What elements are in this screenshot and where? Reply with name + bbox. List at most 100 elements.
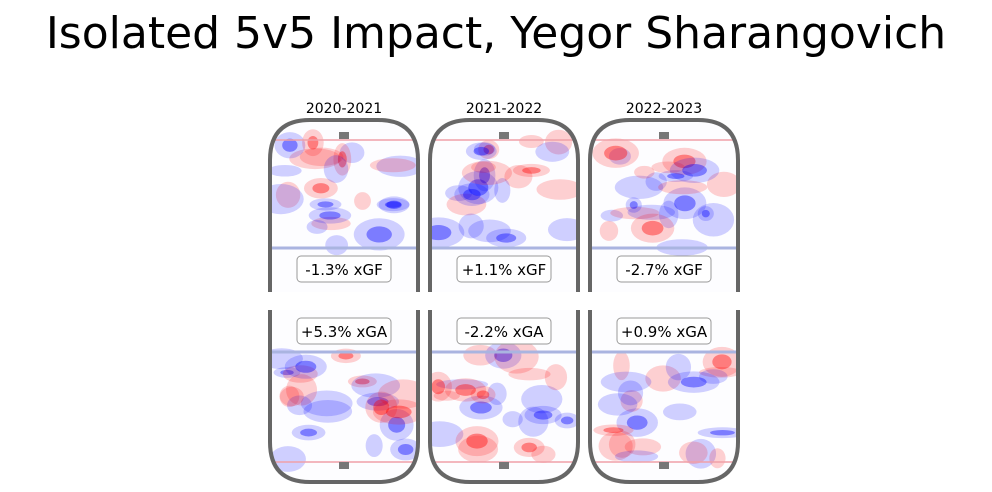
heat-blob (289, 148, 341, 170)
heat-blob (592, 138, 639, 168)
offense-rink: -2.7% xGF (588, 118, 740, 292)
offense-rink: +1.1% xGF (428, 118, 580, 292)
heat-blob (712, 354, 732, 370)
impact-label-box (616, 317, 712, 345)
heat-blob (379, 408, 414, 441)
heat-blob (598, 431, 633, 461)
heat-blob (521, 442, 537, 453)
heat-blob (613, 351, 630, 381)
heat-blob (554, 412, 578, 429)
rink-boards (268, 118, 420, 292)
heat-blob (473, 142, 496, 156)
heat-blob (369, 158, 416, 173)
heat-blob (494, 339, 539, 374)
heat-blob (709, 448, 726, 469)
heat-blob (270, 183, 304, 215)
heat-blob (630, 213, 675, 243)
heat-blob (504, 165, 533, 189)
chart-title: Isolated 5v5 Impact, Yegor Sharangovich (45, 8, 947, 59)
heat-blob (679, 441, 708, 465)
season-label: 2022-2023 (626, 101, 702, 117)
heat-blob (544, 364, 568, 391)
heat-blob (674, 195, 696, 212)
heat-blob (433, 390, 460, 401)
goal-net (499, 132, 509, 139)
heat-blob (468, 179, 489, 196)
heat-blob (533, 410, 553, 420)
heat-blob (673, 154, 696, 169)
heat-blob (459, 395, 503, 420)
heat-blob (347, 375, 377, 388)
goal-net (339, 462, 349, 469)
heat-blob (365, 434, 383, 458)
heat-blob (282, 138, 298, 152)
heat-blob (470, 385, 496, 404)
rink-boards (428, 310, 580, 484)
heat-blob (306, 219, 328, 234)
impact-label-box (296, 255, 392, 283)
heat-blob (625, 197, 642, 213)
heat-blob (658, 170, 694, 183)
heat-blob (463, 188, 481, 201)
heat-blob (641, 220, 664, 236)
heat-blob (512, 163, 550, 177)
heat-blob (458, 213, 484, 239)
heat-blob (524, 405, 562, 425)
heat-blob (384, 201, 402, 208)
heat-blob (485, 341, 522, 369)
heat-blob (300, 390, 353, 417)
heat-blob (560, 416, 574, 425)
heat-blob (522, 167, 541, 174)
heat-blob (701, 209, 710, 218)
heat-blob (545, 129, 573, 155)
heat-blob (608, 430, 636, 458)
heat-blob (616, 408, 658, 437)
offense-rink: -1.3% xGF (268, 118, 420, 292)
heat-blob (319, 211, 341, 220)
heat-blob (662, 403, 697, 421)
heat-blob (376, 155, 418, 177)
heat-blob (333, 143, 352, 176)
heat-blob (692, 203, 735, 237)
heat-blob (603, 427, 624, 434)
season-label: 2020-2021 (306, 101, 382, 117)
heat-blob (518, 135, 544, 148)
heat-blob (473, 159, 496, 192)
heat-blob (658, 200, 679, 229)
heat-blob (629, 201, 638, 209)
heat-blob (604, 145, 628, 161)
heat-blob (372, 399, 418, 425)
heat-blob (386, 200, 402, 210)
impact-label: -2.7% xGF (625, 261, 702, 279)
defense-rink: -2.2% xGA (428, 310, 580, 484)
goal-net (339, 132, 349, 139)
impact-label: -1.3% xGF (305, 261, 382, 279)
season-label: 2021-2022 (466, 101, 542, 117)
impact-label-box (456, 317, 552, 345)
heat-blob (299, 147, 344, 167)
heat-blob (463, 344, 498, 366)
heat-blob (455, 426, 499, 457)
heat-blob (282, 365, 318, 383)
heat-blob (667, 173, 685, 180)
goal-net (499, 462, 509, 469)
heat-blob (658, 180, 708, 195)
heat-blob (356, 392, 400, 411)
heat-blob (455, 384, 476, 396)
heat-blob (614, 450, 659, 463)
heat-blob (476, 390, 490, 400)
heat-blob (663, 187, 707, 220)
heat-blob (339, 142, 365, 164)
heat-blob (338, 352, 354, 360)
heat-blob (444, 378, 487, 402)
heat-blob (445, 185, 473, 202)
heat-blob (279, 385, 300, 408)
heat-blob (536, 179, 578, 200)
heat-blob (376, 198, 410, 212)
heat-blob (307, 135, 319, 150)
heat-blob (430, 421, 464, 447)
impact-label-box (456, 255, 552, 283)
heat-blob (287, 395, 313, 416)
heat-blob (355, 378, 370, 385)
heat-blob (547, 218, 578, 242)
